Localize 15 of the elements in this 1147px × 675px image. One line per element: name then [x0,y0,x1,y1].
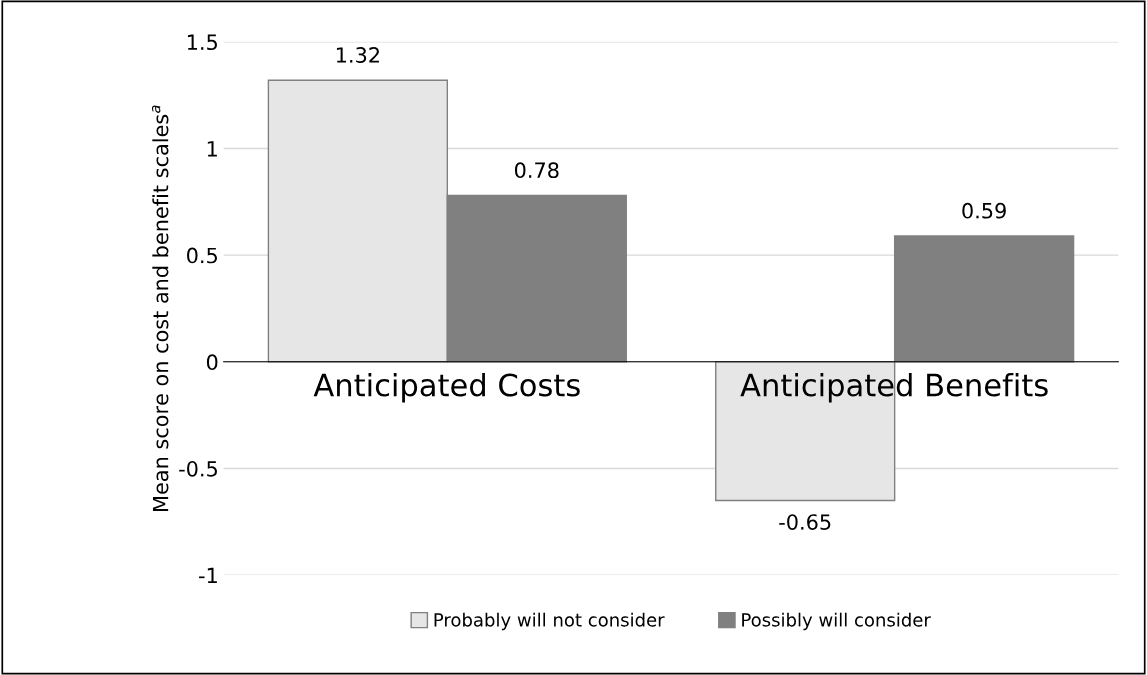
data-label: -0.65 [779,514,831,530]
y-tick-label: -0.5 [179,460,217,477]
x-tick-label: Anticipated Costs [313,372,580,403]
data-label: 1.32 [336,47,379,63]
y-axis-title: Mean score on cost and benefit scales$^{a}$ [152,105,169,511]
legend-label: Possibly will consider [742,612,931,631]
x-tick-label: Anticipated Benefits [740,372,1048,403]
y-tick-label: 1 [207,141,217,157]
y-tick-label: 0 [206,354,218,371]
y-tick-label: -1 [199,567,217,584]
y-tick-label: 1.5 [187,34,217,51]
data-label: 0.59 [962,202,1006,219]
y-tick-label: 0.5 [187,247,217,264]
legend-label: Probably will not consider [434,612,665,631]
data-label: 0.78 [514,162,559,179]
